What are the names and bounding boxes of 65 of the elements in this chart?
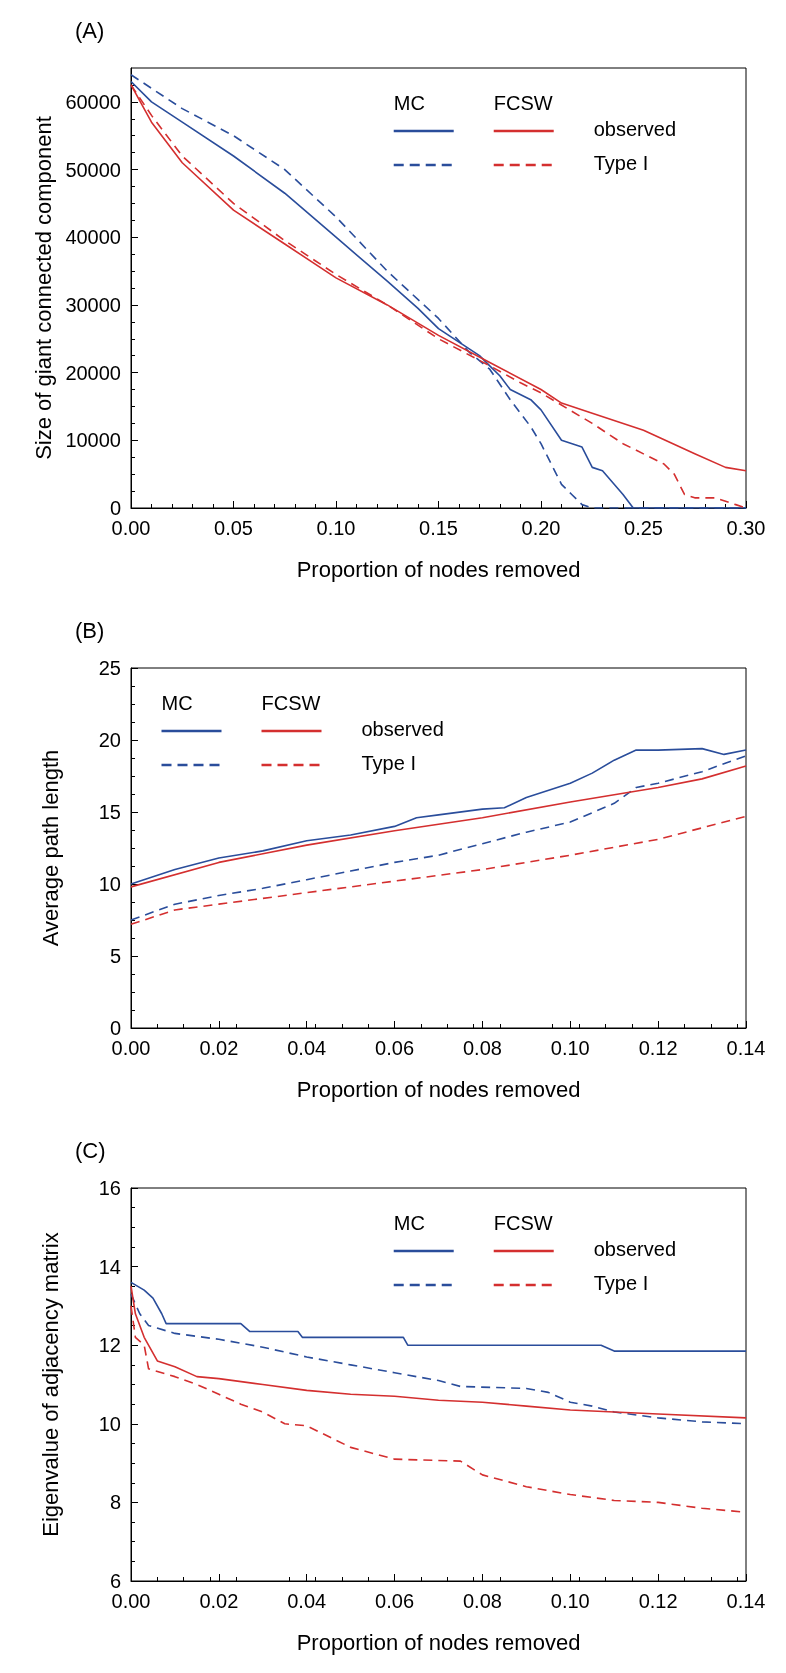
legend-label: observed <box>593 1238 677 1260</box>
y-tick-label: 25 <box>98 657 121 679</box>
x-tick-label: 0.04 <box>287 1037 327 1059</box>
y-tick-label: 10000 <box>65 429 121 452</box>
chart-title: (A) <box>75 17 105 43</box>
y-tick-label: 30000 <box>65 293 121 316</box>
y-tick-label: 10 <box>98 1412 121 1435</box>
x-tick-label: 0.14 <box>726 1590 766 1612</box>
x-tick-label: 0.12 <box>638 1037 678 1059</box>
x-tick-label: 0.04 <box>287 1590 327 1612</box>
y-tick-label: 5 <box>109 945 121 967</box>
chart-title: (B) <box>75 617 105 643</box>
y-tick-label: 20 <box>98 729 121 751</box>
x-tick-label: 0.30 <box>726 517 766 539</box>
y-tick-label: 20000 <box>65 361 121 384</box>
x-tick-label: 0.10 <box>316 517 356 539</box>
y-tick-label: 6 <box>109 1570 121 1592</box>
x-tick-label: 0.15 <box>419 517 458 539</box>
legend-label: Type I <box>593 152 649 174</box>
x-tick-label: 0.10 <box>550 1590 590 1612</box>
legend-label: Type I <box>593 1272 649 1294</box>
x-tick-label: 0.10 <box>550 1037 590 1059</box>
line-series <box>130 755 747 921</box>
annotation: FCSW <box>493 92 553 114</box>
x-axis-title: Proportion of nodes removed <box>296 556 581 582</box>
y-tick-label: 15 <box>98 801 121 823</box>
x-tick-label: 0.20 <box>521 517 561 539</box>
y-tick-label: 8 <box>109 1491 121 1514</box>
legend-label: observed <box>361 718 444 740</box>
x-axis-title: Proportion of nodes removed <box>296 1629 581 1655</box>
x-tick-label: 0.12 <box>638 1590 678 1612</box>
x-tick-label: 0.14 <box>726 1037 766 1059</box>
x-tick-label: 0.08 <box>462 1590 502 1612</box>
annotation: MC <box>393 92 425 114</box>
y-axis-title: Eigenvalue of adjacency matrix <box>37 1232 63 1537</box>
annotation: MC <box>161 692 193 714</box>
chart-title: (C) <box>75 1137 106 1163</box>
y-tick-label: 40000 <box>65 226 121 249</box>
y-tick-label: 60000 <box>65 90 121 113</box>
legend-label: observed <box>593 118 677 140</box>
y-axis-title: Size of giant connected component <box>30 116 56 460</box>
y-tick-label: 0 <box>109 497 121 519</box>
x-tick-label: 0.02 <box>199 1590 239 1612</box>
annotation: MC <box>393 1212 425 1234</box>
y-tick-label: 14 <box>98 1255 121 1278</box>
y-tick-label: 10 <box>98 873 121 895</box>
x-tick-label: 0.08 <box>462 1037 502 1059</box>
line-series <box>130 815 747 926</box>
y-tick-label: 16 <box>98 1177 121 1199</box>
x-tick-label: 0.02 <box>199 1037 239 1059</box>
annotation: FCSW <box>261 692 321 714</box>
x-tick-label: 0.00 <box>111 1037 151 1059</box>
y-tick-label: 50000 <box>65 158 121 181</box>
x-tick-label: 0.06 <box>375 1037 415 1059</box>
x-tick-label: 0.06 <box>375 1590 415 1612</box>
x-axis-title: Proportion of nodes removed <box>296 1076 581 1102</box>
x-tick-label: 0.05 <box>214 517 253 539</box>
y-tick-label: 0 <box>109 1017 121 1039</box>
y-tick-label: 12 <box>98 1334 121 1357</box>
annotation: FCSW <box>493 1212 553 1234</box>
x-tick-label: 0.00 <box>111 1590 151 1612</box>
x-tick-label: 0.00 <box>111 517 151 539</box>
x-tick-label: 0.25 <box>624 517 663 539</box>
y-axis-title: Average path length <box>37 749 63 947</box>
legend-label: Type I <box>361 752 416 774</box>
